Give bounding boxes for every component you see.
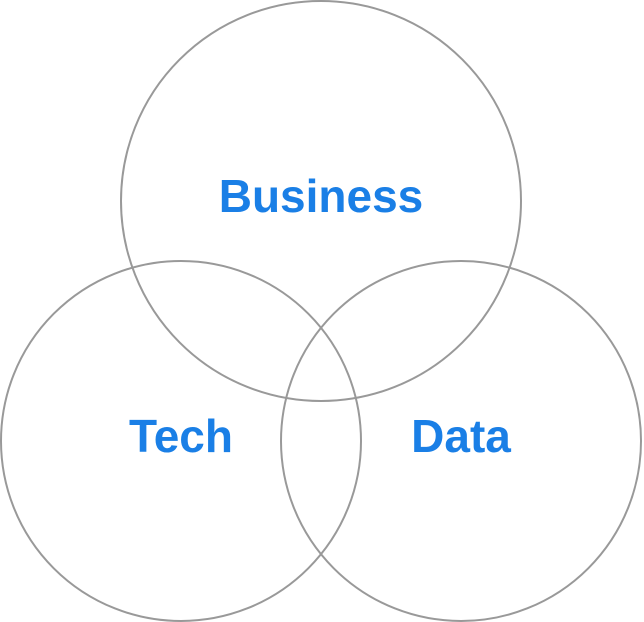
business-circle — [120, 0, 522, 402]
data-label: Data — [411, 410, 511, 462]
tech-circle — [0, 260, 362, 622]
data-circle — [280, 260, 642, 622]
business-label: Business — [219, 170, 424, 222]
tech-label: Tech — [129, 410, 233, 462]
